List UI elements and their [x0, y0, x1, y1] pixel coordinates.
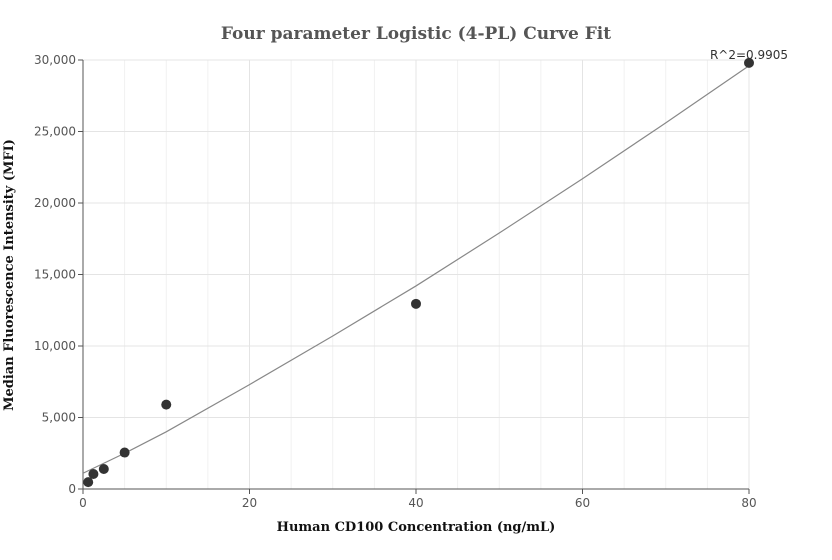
- x-tick-label: 20: [242, 496, 257, 510]
- curve-layer: [82, 65, 750, 474]
- x-tick-label: 0: [79, 496, 87, 510]
- data-point: [744, 57, 754, 68]
- data-point: [83, 477, 94, 488]
- chart-title: Four parameter Logistic (4-PL) Curve Fit: [221, 24, 611, 44]
- data-point: [119, 447, 130, 458]
- data-point: [411, 298, 421, 309]
- y-tick-label: 10,000: [34, 339, 76, 353]
- y-axis-label: Median Fluorescence Intensity (MFI): [2, 139, 17, 411]
- y-tick-label: 25,000: [34, 125, 76, 139]
- grid: [83, 59, 750, 489]
- y-tick-label: 5,000: [42, 411, 76, 425]
- points-layer: [83, 57, 754, 488]
- r-squared-annotation: R^2=0.9905: [710, 48, 788, 62]
- y-tick-label: 30,000: [34, 53, 76, 67]
- y-tick-label: 0: [68, 482, 76, 496]
- y-tick-label: 20,000: [34, 196, 76, 210]
- data-point: [88, 468, 99, 479]
- data-point: [98, 463, 109, 474]
- x-axis-label: Human CD100 Concentration (ng/mL): [277, 520, 556, 535]
- data-point: [161, 399, 172, 410]
- x-tick-label: 80: [741, 496, 756, 510]
- y-tick-label: 15,000: [34, 268, 76, 282]
- fit-curve-line: [82, 65, 750, 474]
- x-tick-label: 60: [575, 496, 590, 510]
- axes: 0 20 40 60 80 0 5,000 10,000 15,000 20,000 25,000 3…: [34, 53, 757, 510]
- x-tick-label: 40: [408, 496, 423, 510]
